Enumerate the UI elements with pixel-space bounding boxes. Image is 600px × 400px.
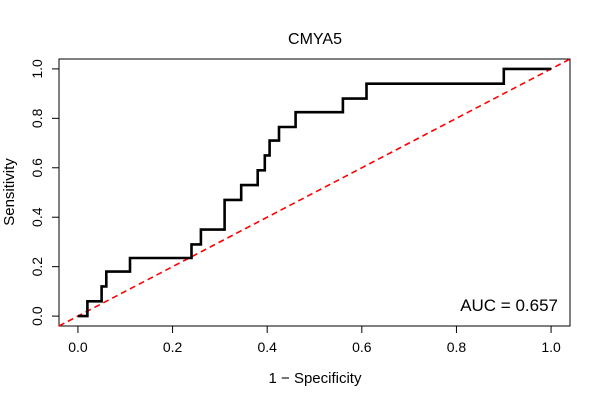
y-tick-label: 0.8 [29, 108, 45, 128]
y-tick-label: 0.0 [29, 306, 45, 326]
y-axis-label: Sensitivity [1, 158, 18, 226]
auc-annotation: AUC = 0.657 [460, 296, 558, 315]
x-axis-label: 1 − Specificity [269, 370, 362, 387]
y-tick-label: 1.0 [29, 59, 45, 79]
y-axis: 0.0 0.2 0.4 0.6 0.8 1.0 [29, 59, 60, 326]
x-tick-label: 0.0 [68, 339, 88, 355]
series-layer [58, 58, 571, 327]
y-tick-label: 0.4 [29, 207, 45, 227]
roc-curve-line [77, 67, 552, 318]
x-axis: 0.0 0.2 0.4 0.6 0.8 1.0 [68, 325, 561, 355]
y-tick-label: 0.2 [29, 257, 45, 277]
x-tick-label: 0.2 [163, 339, 183, 355]
x-tick-label: 1.0 [541, 339, 561, 355]
chart-title: CMYA5 [288, 31, 342, 48]
x-tick-label: 0.4 [257, 339, 277, 355]
y-tick-label: 0.6 [29, 158, 45, 178]
x-tick-label: 0.8 [447, 339, 467, 355]
reference-diagonal-line [58, 58, 571, 327]
x-tick-label: 0.6 [352, 339, 372, 355]
